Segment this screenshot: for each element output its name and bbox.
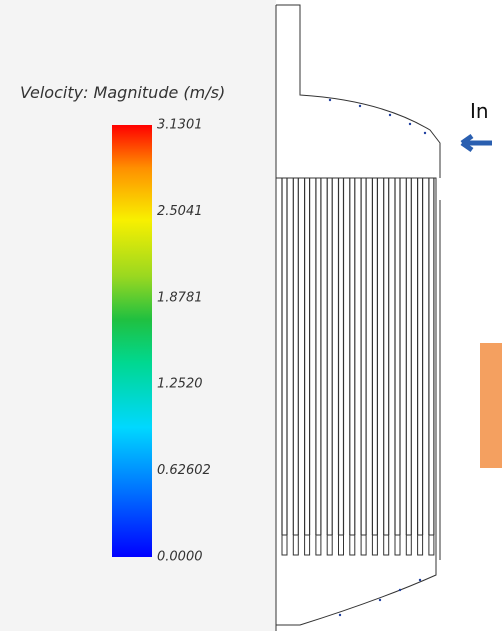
colorbar-tick-label: 3.1301 <box>157 118 203 133</box>
colorbar <box>112 125 152 557</box>
colorbar-tick-label: 1.2520 <box>157 377 203 392</box>
colorbar-tick-label: 0.0000 <box>157 550 203 565</box>
scene: Velocity: Magnitude (m/s) 3.1301 2.5041 1.… <box>0 0 502 631</box>
colorbar-tick-label: 1.8781 <box>157 290 203 305</box>
colorbar-tick-label: 2.5041 <box>157 204 203 219</box>
screenshot: Velocity: Magnitude (m/s) 3.1301 2.5041 1.… <box>0 0 502 631</box>
inlet-label: In <box>470 99 489 123</box>
colorbar-tick-label: 0.62602 <box>157 463 211 478</box>
colorbar-title: Velocity: Magnitude (m/s) <box>20 83 225 102</box>
side-panel <box>480 343 502 468</box>
